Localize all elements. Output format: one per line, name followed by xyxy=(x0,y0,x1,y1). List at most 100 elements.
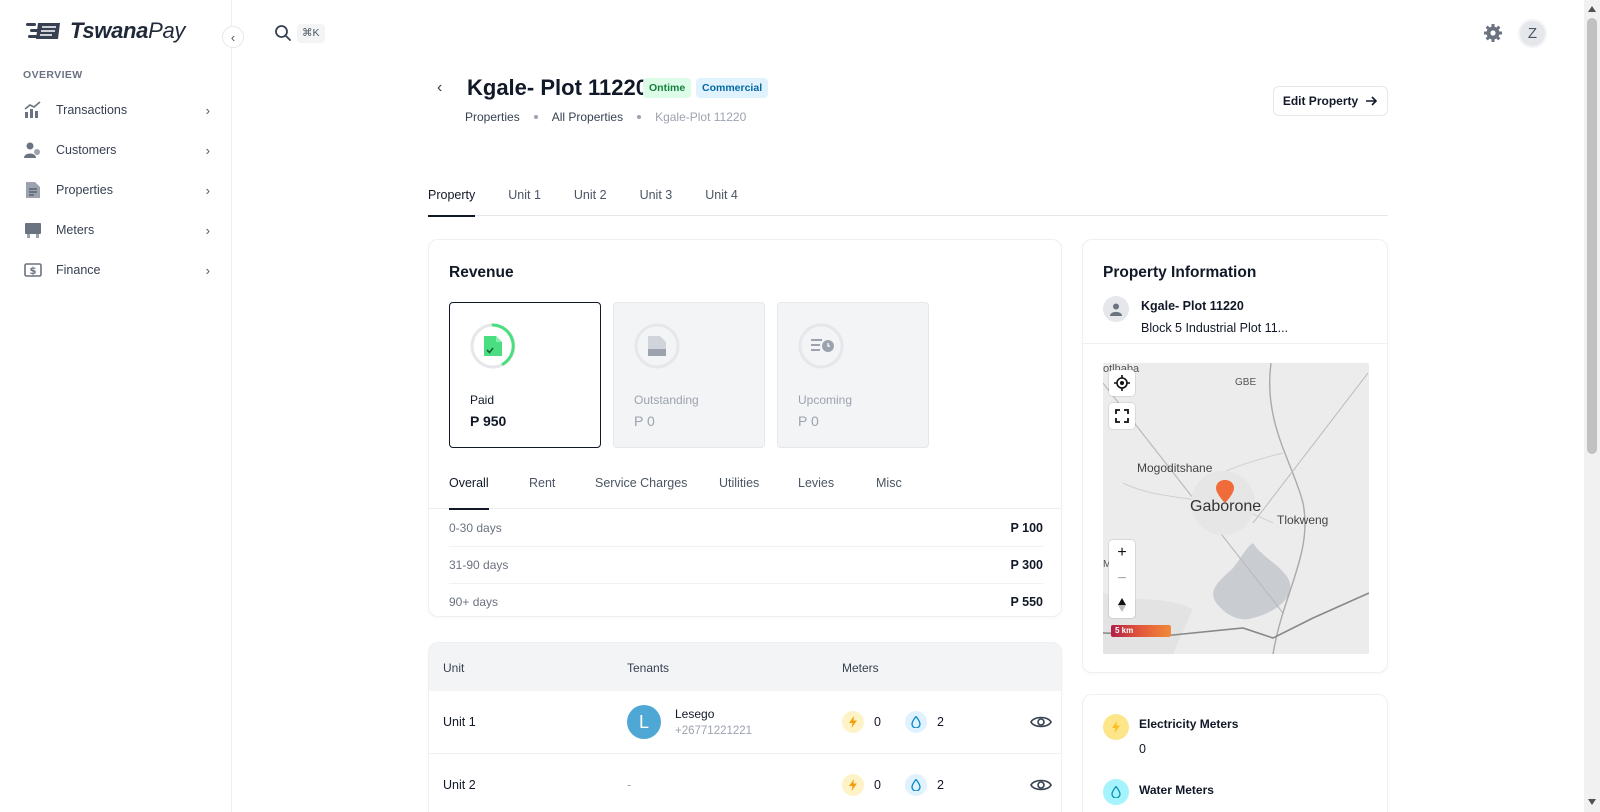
zoom-in-icon[interactable]: + xyxy=(1117,544,1127,561)
electricity-meter-count: 0 xyxy=(874,778,881,792)
sidebar: TswanaPay OVERVIEW Transactions › Custom… xyxy=(0,0,232,812)
user-icon xyxy=(1103,296,1129,322)
subtab-service-charges[interactable]: Service Charges xyxy=(595,476,688,490)
property-address: Block 5 Industrial Plot 11... xyxy=(1141,321,1289,335)
users-icon xyxy=(24,141,42,159)
back-button[interactable]: ‹ xyxy=(437,79,443,96)
tab-unit-2[interactable]: Unit 2 xyxy=(573,188,607,202)
chevron-right-icon: › xyxy=(205,142,210,158)
aging-label: 90+ days xyxy=(449,594,499,609)
zoom-out-icon[interactable]: − xyxy=(1117,570,1127,587)
map-zoom-control: + − xyxy=(1109,540,1135,618)
gear-icon[interactable] xyxy=(1483,23,1503,43)
property-tabs: Property Unit 1 Unit 2 Unit 3 Unit 4 xyxy=(428,180,1388,217)
sidebar-item-finance[interactable]: $ Finance › xyxy=(0,250,232,290)
chevron-right-icon: › xyxy=(205,262,210,278)
column-header-unit: Unit xyxy=(443,661,465,675)
table-row[interactable]: Unit 2 - 0 2 xyxy=(429,754,1061,812)
logo[interactable]: TswanaPay xyxy=(26,18,185,44)
electricity-meters-value: 0 xyxy=(1139,742,1146,756)
aging-value: P 550 xyxy=(1010,594,1043,609)
map-fullscreen-control xyxy=(1109,403,1135,429)
aging-label: 0-30 days xyxy=(449,521,502,535)
tenant-name: Lesego xyxy=(675,707,715,721)
sidebar-item-properties[interactable]: Properties › xyxy=(0,170,232,210)
eye-icon[interactable] xyxy=(1030,713,1052,731)
tab-unit-3[interactable]: Unit 3 xyxy=(639,188,673,202)
property-map[interactable]: otlhaba GBE Mogoditshane Gaborone Tlokwe… xyxy=(1103,363,1369,654)
search-shortcut[interactable]: ⌘K xyxy=(297,24,325,43)
subtab-misc[interactable]: Misc xyxy=(876,476,902,490)
breadcrumb-properties[interactable]: Properties xyxy=(465,110,520,124)
water-meters-label: Water Meters xyxy=(1139,783,1214,797)
scroll-up-arrow[interactable] xyxy=(1588,6,1596,12)
tab-unit-1[interactable]: Unit 1 xyxy=(508,188,541,202)
arrow-right-icon xyxy=(1366,96,1378,106)
property-name: Kgale- Plot 11220 xyxy=(1141,299,1244,313)
aging-row: 90+ days P 550 xyxy=(449,583,1043,616)
tenant-phone: +26771221221 xyxy=(675,725,753,737)
table-row[interactable]: Unit 1 L Lesego +26771221221 0 2 xyxy=(429,691,1061,754)
sidebar-item-customers[interactable]: Customers › xyxy=(0,130,232,170)
property-info-title: Property Information xyxy=(1103,264,1257,281)
breadcrumb: Properties All Properties Kgale-Plot 112… xyxy=(465,110,746,124)
search-icon[interactable] xyxy=(274,24,292,42)
water-drop-icon xyxy=(905,774,927,796)
document-icon xyxy=(24,181,42,199)
breadcrumb-separator xyxy=(637,115,642,119)
subtab-rent[interactable]: Rent xyxy=(529,476,556,490)
user-avatar[interactable]: Z xyxy=(1518,19,1547,48)
lightning-icon xyxy=(1103,714,1129,740)
divider xyxy=(1083,343,1387,344)
logo-icon xyxy=(26,20,62,42)
sidebar-item-label: Meters xyxy=(56,223,95,237)
subtab-utilities[interactable]: Utilities xyxy=(719,476,760,490)
subtab-levies[interactable]: Levies xyxy=(798,476,835,490)
lightning-icon xyxy=(842,711,864,733)
outstanding-stat-card[interactable]: Outstanding P 0 xyxy=(613,302,765,448)
outstanding-document-icon xyxy=(634,323,680,369)
tab-unit-4[interactable]: Unit 4 xyxy=(705,188,738,202)
edit-property-label: Edit Property xyxy=(1282,94,1359,108)
sidebar-item-meters[interactable]: Meters › xyxy=(0,210,232,250)
logo-text: TswanaPay xyxy=(70,18,186,43)
fullscreen-icon[interactable] xyxy=(1109,403,1135,429)
property-info-card: Property Information Kgale- Plot 11220 B… xyxy=(1082,239,1388,673)
edit-property-button[interactable]: Edit Property xyxy=(1273,86,1388,116)
upcoming-clock-icon xyxy=(798,323,844,369)
column-header-meters: Meters xyxy=(842,661,879,675)
water-drop-icon xyxy=(1103,779,1129,805)
water-meter-count: 2 xyxy=(937,778,944,792)
paid-document-icon xyxy=(470,323,516,369)
sidebar-item-label: Customers xyxy=(56,143,117,157)
chevron-right-icon: › xyxy=(205,102,210,118)
locate-icon[interactable] xyxy=(1109,370,1135,396)
meter-icon xyxy=(24,221,42,239)
type-badge: Commercial xyxy=(696,78,769,98)
subtab-overall[interactable]: Overall xyxy=(449,473,489,510)
aging-row: 0-30 days P 100 xyxy=(449,510,1043,547)
tab-property[interactable]: Property xyxy=(428,180,476,217)
collapse-sidebar-button[interactable]: ‹ xyxy=(222,26,244,48)
column-header-tenants: Tenants xyxy=(627,661,670,675)
nav-section-label: OVERVIEW xyxy=(23,69,83,81)
tenant-avatar: L xyxy=(627,705,661,739)
scroll-down-arrow[interactable] xyxy=(1588,799,1596,805)
chevron-right-icon: › xyxy=(205,182,210,198)
outstanding-label: Outstanding xyxy=(634,393,699,407)
revenue-title: Revenue xyxy=(449,264,514,281)
chart-up-icon xyxy=(24,101,42,119)
units-table: Unit Tenants Meters Unit 1 L Lesego +267… xyxy=(428,642,1062,812)
scroll-thumb[interactable] xyxy=(1587,18,1597,454)
eye-icon[interactable] xyxy=(1030,776,1052,794)
breadcrumb-all-properties[interactable]: All Properties xyxy=(551,110,624,124)
paid-stat-card[interactable]: Paid P 950 xyxy=(449,302,601,448)
tenant-empty: - xyxy=(627,778,632,792)
sidebar-item-label: Properties xyxy=(56,183,113,197)
sidebar-item-transactions[interactable]: Transactions › xyxy=(0,90,232,130)
page-scrollbar[interactable] xyxy=(1584,0,1600,812)
aging-value: P 100 xyxy=(1010,521,1043,535)
compass-icon[interactable] xyxy=(1109,592,1135,618)
upcoming-stat-card[interactable]: Upcoming P 0 xyxy=(777,302,929,448)
upcoming-value: P 0 xyxy=(798,413,819,429)
